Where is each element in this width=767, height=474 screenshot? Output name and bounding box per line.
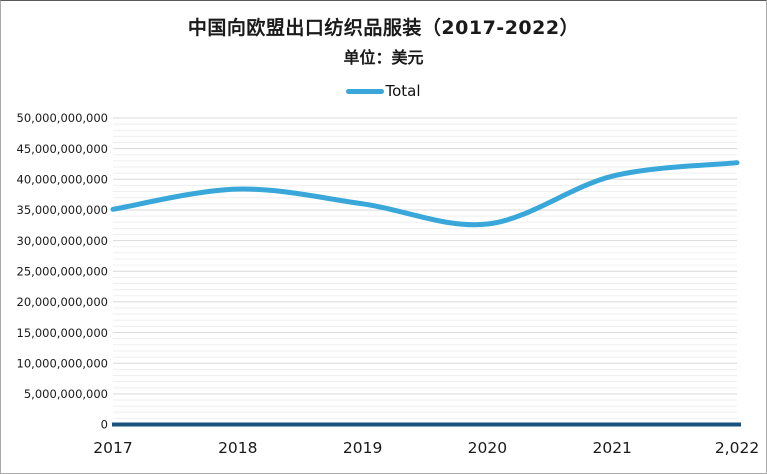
legend-item-total[interactable]: Total	[385, 82, 421, 100]
y-axis-tick-label: 0	[101, 418, 108, 432]
legend-line-swatch-icon	[346, 88, 385, 94]
y-axis-tick-label: 30,000,000,000	[17, 234, 108, 248]
x-axis-tick-label: 2,022	[715, 439, 759, 457]
series-line-total[interactable]	[110, 160, 740, 228]
x-axis-tick-label: 2017	[93, 439, 132, 457]
y-axis-tick-label: 20,000,000,000	[17, 295, 108, 309]
x-axis-tick-label: 2019	[343, 439, 382, 457]
y-axis-tick-label: 50,000,000,000	[17, 111, 108, 125]
y-axis-tick-label: 35,000,000,000	[17, 203, 108, 217]
chart-header: 中国向欧盟出口纺织品服装（2017-2022） 单位：美元 Total	[1, 1, 766, 100]
y-axis-tick-label: 10,000,000,000	[17, 356, 108, 370]
y-axis-tick-label: 40,000,000,000	[17, 173, 108, 187]
chart-subtitle: 单位：美元	[343, 48, 424, 67]
chart-title: 中国向欧盟出口纺织品服装（2017-2022）	[187, 17, 580, 39]
x-axis-tick-label: 2021	[592, 439, 631, 457]
x-axis-tick-label: 2020	[468, 439, 507, 457]
x-axis-tick-label: 2018	[218, 439, 257, 457]
y-axis-tick-label: 15,000,000,000	[17, 326, 108, 340]
y-axis-tick-label: 45,000,000,000	[17, 142, 108, 156]
y-axis-tick-label: 25,000,000,000	[17, 264, 108, 278]
legend[interactable]: Total	[1, 82, 766, 100]
y-axis-tick-label: 5,000,000,000	[24, 387, 108, 401]
